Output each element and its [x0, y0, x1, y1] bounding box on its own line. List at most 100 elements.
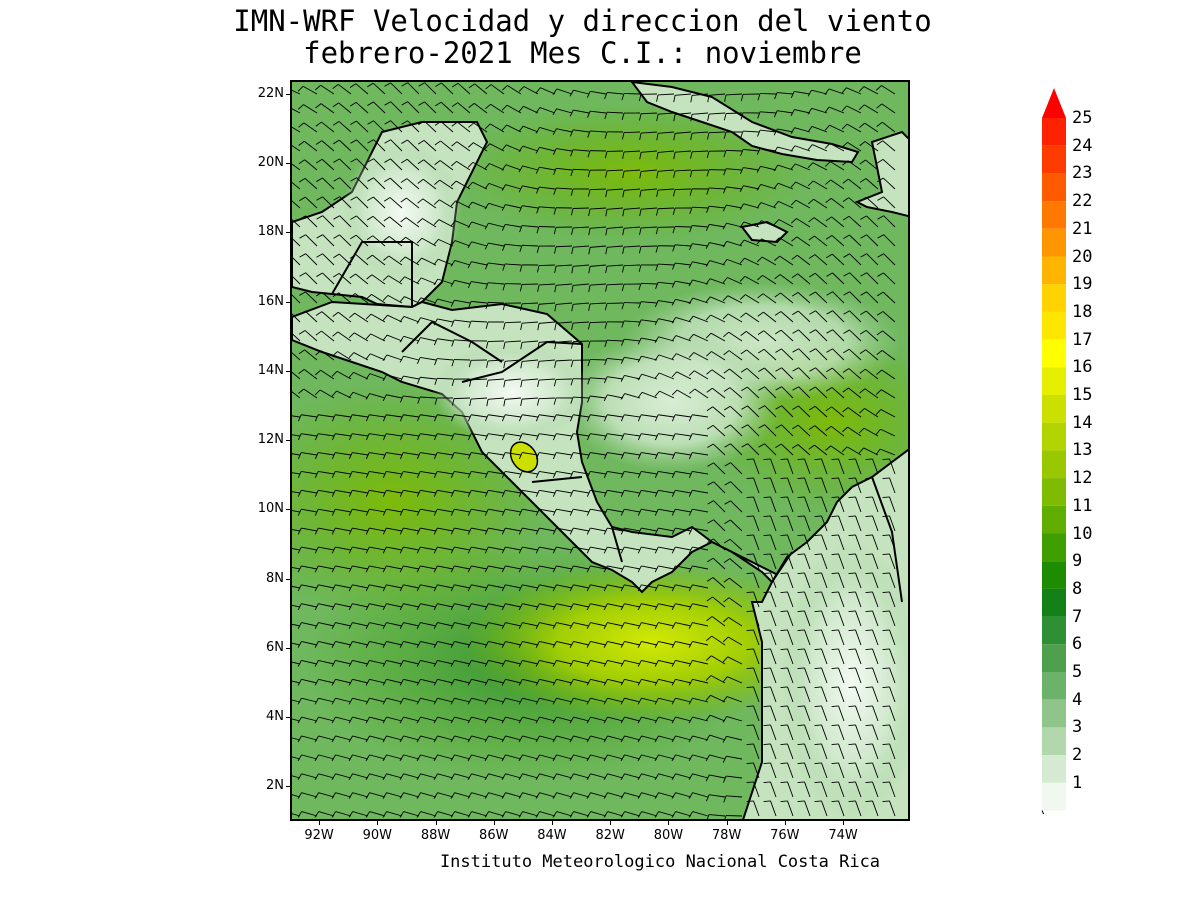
wind-barb [437, 318, 454, 323]
wind-barb [624, 375, 641, 380]
wind-barb-flag [865, 686, 873, 688]
wind-barb [710, 314, 726, 323]
wind-barb [556, 735, 573, 741]
wind-barb-flag [848, 705, 856, 707]
wind-barb [882, 140, 896, 152]
wind-barb-flag [605, 284, 608, 292]
wind-barb [470, 378, 488, 381]
wind-barb [556, 128, 573, 133]
wind-barb [658, 354, 675, 361]
lon-tick-mark [784, 819, 786, 825]
wind-barb [641, 373, 658, 380]
wind-barb-flag [468, 102, 475, 108]
wind-barb-flag [382, 471, 387, 478]
wind-barb-flag [450, 527, 455, 535]
wind-barb [321, 121, 335, 133]
wind-barb [539, 697, 556, 703]
wind-barb [369, 659, 386, 665]
wind-barb-flag [399, 641, 404, 648]
wind-barb [556, 622, 573, 627]
wind-barb-flag [671, 509, 676, 516]
wind-barb [675, 811, 692, 817]
wind-barb-flag [814, 667, 822, 669]
wind-barb [556, 754, 573, 760]
wind-barb-flag [348, 490, 353, 497]
wind-barb [589, 359, 607, 361]
wind-barb [471, 641, 488, 646]
wind-barb-flag [773, 146, 778, 154]
wind-barb-flag [570, 188, 574, 196]
wind-barb [658, 773, 675, 779]
wind-barb-flag [315, 140, 323, 145]
wind-barb-flag [848, 629, 856, 631]
wind-barb [675, 414, 692, 418]
wind-barb [339, 253, 352, 266]
wind-barb-flag [797, 762, 805, 764]
wind-barb [454, 565, 471, 570]
wind-barb [658, 603, 675, 608]
wind-barb-flag [707, 557, 714, 563]
wind-barb-flag [621, 302, 625, 310]
wind-barb-flag [780, 724, 788, 726]
wind-barb-flag [620, 622, 625, 629]
wind-barb [590, 110, 607, 114]
wind-barb [386, 697, 403, 703]
wind-barb-flag [518, 185, 523, 193]
wind-barb-flag [467, 697, 472, 705]
wind-barb-flag [706, 206, 710, 213]
wind-barb [811, 89, 828, 95]
wind-barb [505, 340, 522, 343]
wind-barb [641, 754, 658, 760]
wind-barb [889, 515, 896, 532]
wind-barb-flag [416, 357, 421, 364]
wind-barb [353, 352, 369, 361]
wind-barb [838, 496, 845, 513]
wind-barb-flag [603, 792, 608, 799]
wind-barb [369, 754, 386, 760]
wind-barb [454, 508, 471, 513]
wind-barb-flag [791, 444, 799, 449]
wind-barb-flag [807, 144, 813, 151]
wind-barb-flag [382, 509, 387, 516]
wind-barb-flag [876, 121, 883, 127]
wind-barb [872, 800, 879, 817]
wind-barb [838, 477, 845, 494]
wind-barb [403, 489, 420, 494]
wind-barb-flag [655, 245, 659, 253]
wind-barb [764, 443, 777, 456]
wind-barb [335, 754, 352, 760]
wind-barb [373, 120, 386, 133]
wind-barb-flag [348, 527, 353, 535]
wind-barb [556, 433, 573, 437]
wind-barb-flag [825, 216, 832, 222]
wind-barb-flag [486, 360, 489, 368]
wind-barb [787, 610, 794, 627]
wind-barb-flag [433, 716, 438, 724]
wind-barb [879, 448, 896, 456]
wind-barb-flag [365, 353, 371, 360]
wind-barb-flag [746, 705, 754, 707]
wind-barb-flag [586, 565, 591, 573]
wind-barb-flag [535, 565, 540, 573]
wind-barb [872, 629, 879, 646]
wind-barb-flag [756, 166, 761, 173]
wind-barb-flag [484, 660, 489, 667]
wind-barb-flag [333, 253, 340, 259]
wind-barb-flag [434, 140, 441, 146]
wind-barb [301, 584, 318, 589]
wind-barb [641, 414, 658, 418]
wind-barb-flag [843, 253, 850, 258]
wind-barb [821, 762, 828, 779]
wind-barb-flag [554, 342, 557, 350]
wind-barb [437, 508, 454, 513]
wind-barb-flag [671, 353, 677, 360]
wind-barb-flag [348, 584, 353, 592]
wind-barb [821, 610, 828, 627]
wind-barb [753, 477, 760, 494]
wind-barb-flag [763, 705, 771, 707]
wind-barb-flag [604, 321, 608, 329]
wind-barb-flag [467, 142, 474, 148]
wind-barb [292, 89, 301, 95]
wind-barb [301, 697, 318, 703]
wind-barb-flag [865, 534, 873, 536]
